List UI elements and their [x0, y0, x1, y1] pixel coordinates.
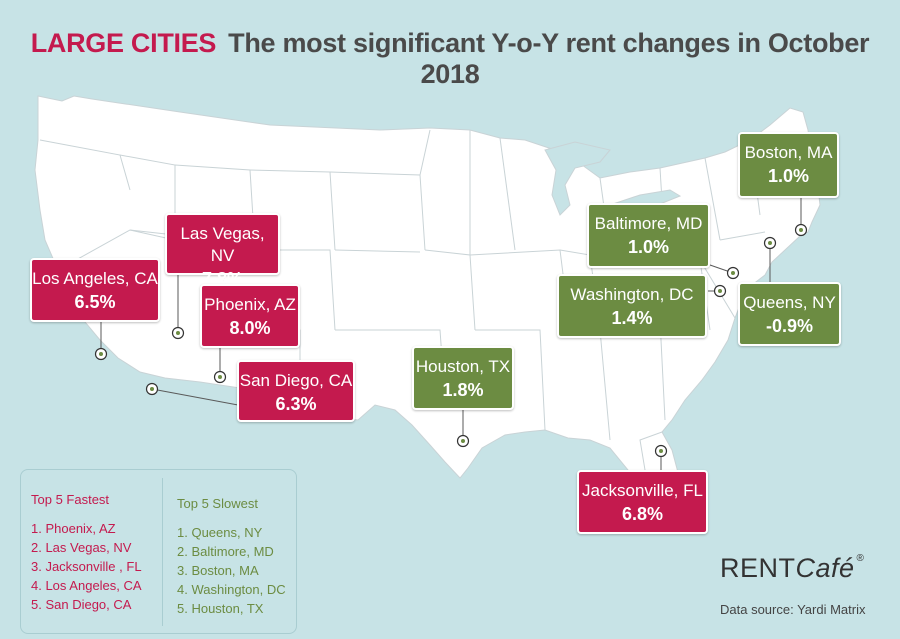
marker-boston [794, 223, 808, 237]
brand-part2: Café [795, 553, 855, 583]
city-name: Baltimore, MD [594, 214, 703, 233]
page-title: LARGE CITIES The most significant Y-o-Y r… [0, 28, 900, 90]
marker-queens [763, 236, 777, 250]
city-value: 1.0% [627, 237, 670, 257]
city-name: Boston, MA [744, 143, 833, 162]
city-name: Washington, DC [570, 285, 694, 304]
callout-washington: Washington, DC 1.4% [557, 274, 707, 338]
marker-phoenix [213, 370, 227, 384]
legend-divider [162, 478, 163, 626]
marker-san-diego [145, 382, 159, 396]
city-value: 1.8% [442, 380, 484, 400]
callout-queens: Queens, NY -0.9% [738, 282, 841, 346]
city-name: Houston, TX [415, 357, 511, 376]
callout-las-vegas: Las Vegas, NV 7.8% [165, 213, 280, 289]
callout-baltimore: Baltimore, MD 1.0% [587, 203, 710, 268]
city-value: 1.0% [767, 166, 810, 186]
callout-boston: Boston, MA 1.0% [738, 132, 839, 198]
city-value: 6.3% [275, 394, 317, 414]
marker-las-vegas [171, 326, 185, 340]
legend-item: 4. Los Angeles, CA [31, 578, 142, 593]
city-name: Phoenix, AZ [204, 295, 296, 314]
great-lakes [544, 141, 611, 216]
city-value: 8.0% [229, 318, 271, 338]
city-name: Los Angeles, CA [32, 269, 158, 288]
marker-los-angeles [94, 347, 108, 361]
legend-fastest-title: Top 5 Fastest [31, 492, 110, 507]
legend-item: 2. Las Vegas, NV [31, 540, 132, 555]
location-markers [94, 223, 808, 458]
legend-item: 3. Jacksonville , FL [31, 559, 142, 574]
legend-fastest: Top 5 Fastest 1. Phoenix, AZ 2. Las Vega… [31, 492, 142, 614]
city-value: 6.5% [74, 292, 116, 312]
title-main: The most significant Y-o-Y rent changes … [228, 28, 870, 89]
legend-slowest: Top 5 Slowest 1. Queens, NY 2. Baltimore… [177, 496, 286, 618]
city-name: San Diego, CA [239, 371, 353, 390]
marker-baltimore [726, 266, 740, 280]
marker-houston [456, 434, 470, 448]
legend-box: Top 5 Fastest 1. Phoenix, AZ 2. Las Vega… [20, 469, 297, 634]
title-highlight: LARGE CITIES [30, 28, 217, 58]
legend-item: 1. Queens, NY [177, 525, 263, 540]
callout-los-angeles: Los Angeles, CA 6.5% [30, 258, 160, 322]
legend-item: 5. San Diego, CA [31, 597, 132, 612]
callout-phoenix: Phoenix, AZ 8.0% [200, 284, 300, 348]
city-value: -0.9% [765, 316, 814, 336]
legend-item: 3. Boston, MA [177, 563, 259, 578]
city-value: 1.4% [611, 308, 653, 328]
callout-houston: Houston, TX 1.8% [412, 346, 514, 410]
data-source: Data source: Yardi Matrix [720, 602, 866, 617]
legend-slowest-title: Top 5 Slowest [177, 496, 258, 511]
legend-item: 4. Washington, DC [177, 582, 286, 597]
city-name: Queens, NY [743, 293, 836, 312]
city-value: 6.8% [621, 504, 664, 524]
callout-jacksonville: Jacksonville, FL 6.8% [577, 470, 708, 534]
legend-item: 5. Houston, TX [177, 601, 264, 616]
legend-item: 1. Phoenix, AZ [31, 521, 116, 536]
registered-mark: ® [856, 553, 865, 564]
marker-jacksonville [654, 444, 668, 458]
legend-item: 2. Baltimore, MD [177, 544, 274, 559]
city-name: Jacksonville, FL [582, 481, 703, 500]
brand-logo: RENTCafé ® [720, 553, 864, 584]
callout-san-diego: San Diego, CA 6.3% [237, 360, 355, 422]
city-name: Las Vegas, NV [180, 224, 265, 265]
marker-washington [713, 284, 727, 298]
brand-part1: RENT [720, 553, 796, 583]
